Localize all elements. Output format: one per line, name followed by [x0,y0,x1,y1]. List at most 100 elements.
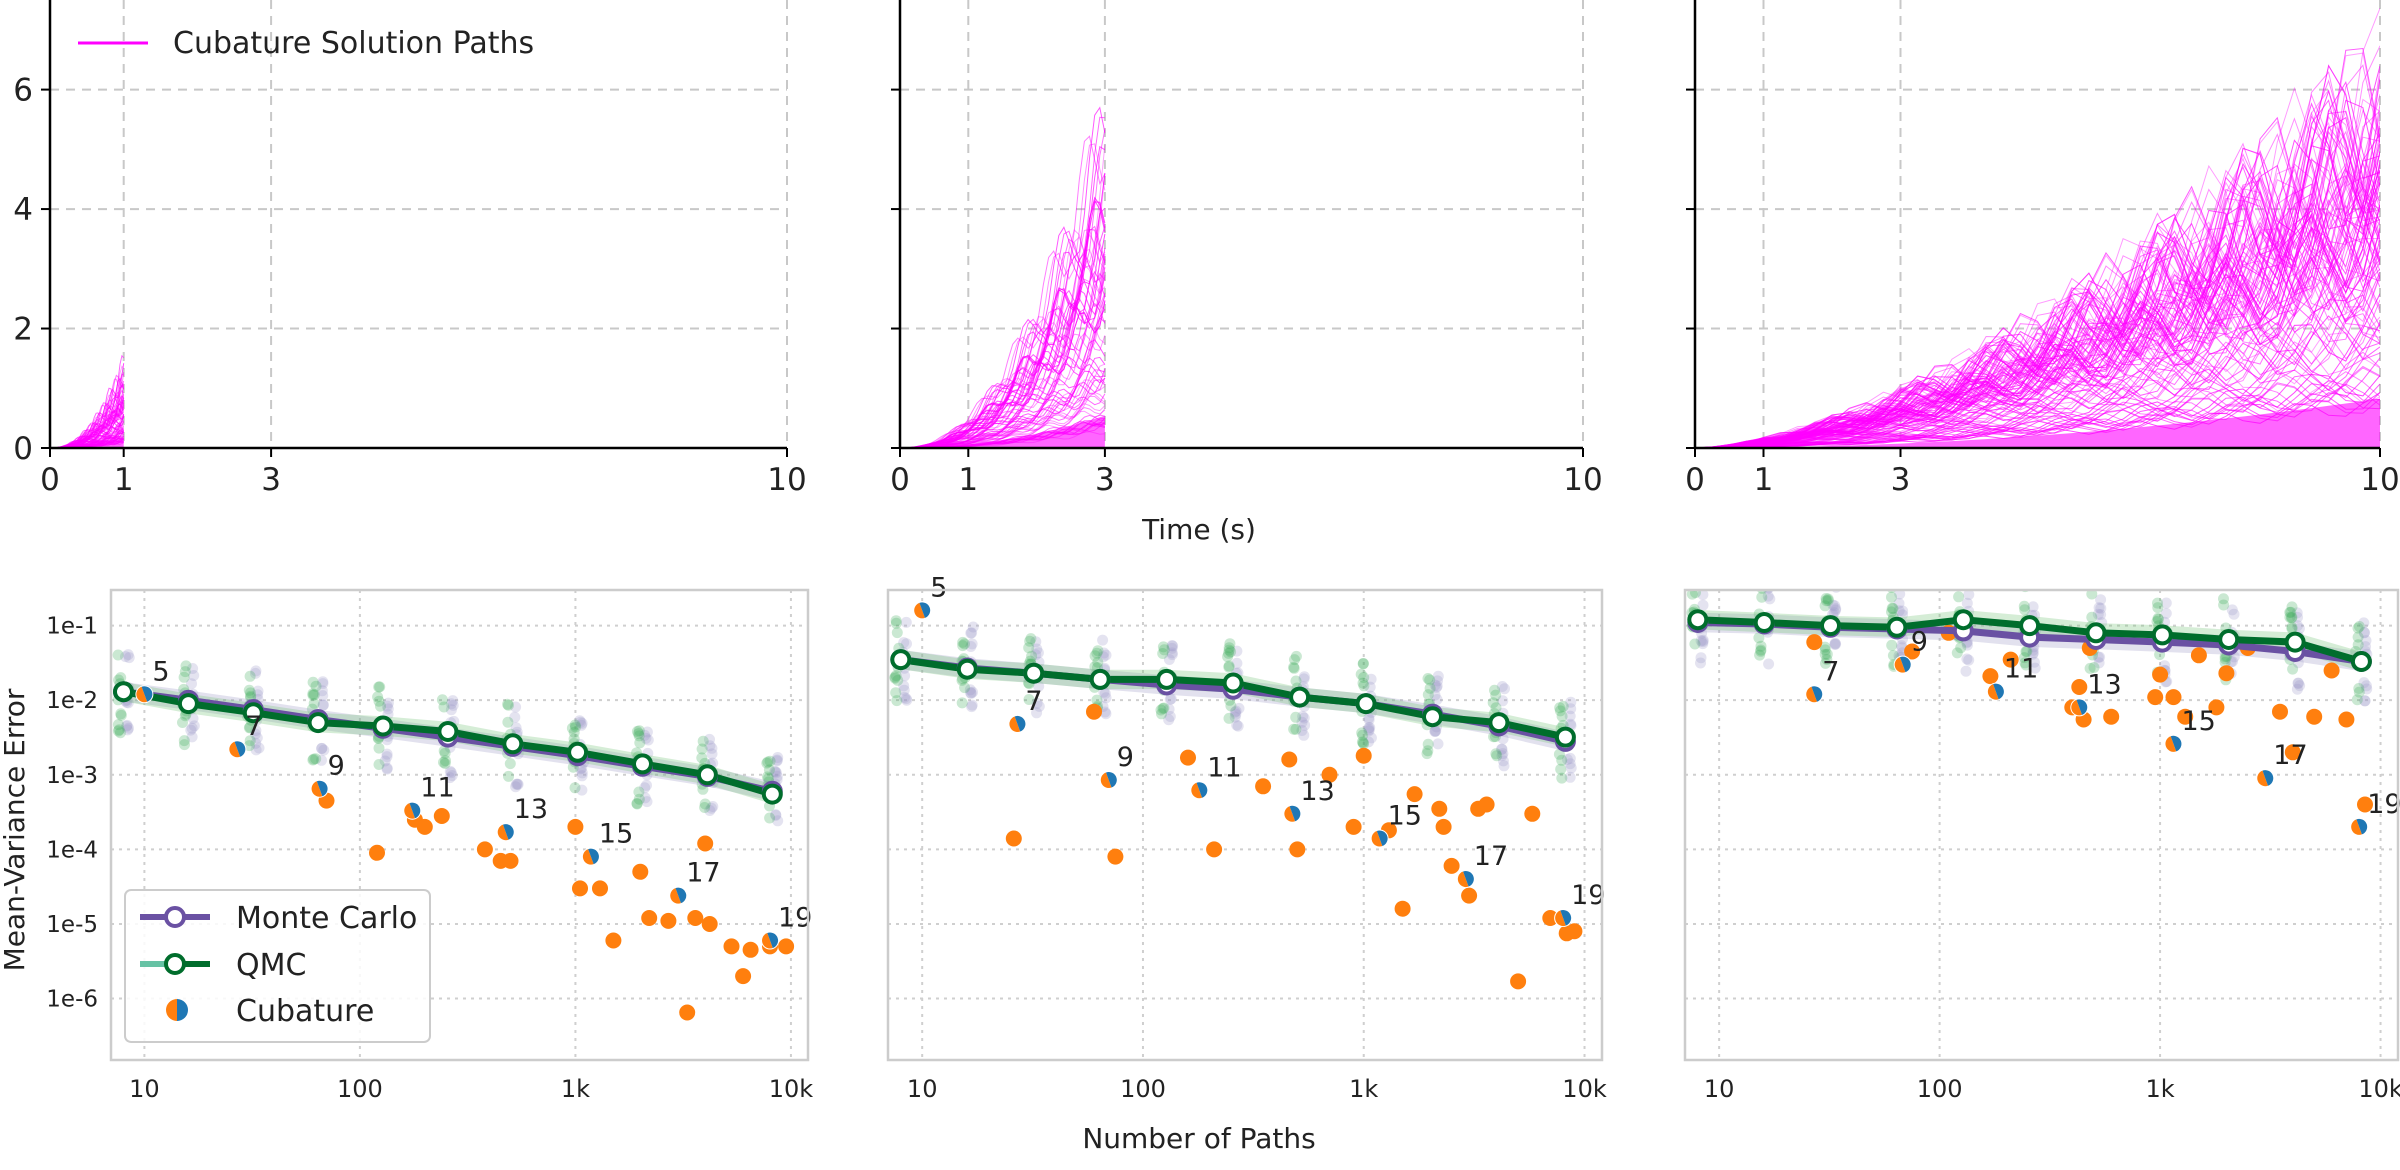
solution-path [1695,242,2380,448]
mc-run-point [898,680,910,692]
mc-run-point [1894,590,1906,600]
mc-run-point [575,716,587,728]
bottom-legend: Monte Carlo QMC Cubature [124,889,431,1043]
mc-run-point [122,724,134,736]
mc-run-point [1829,637,1841,649]
qmc-run-point [2018,652,2030,664]
mc-run-point [1496,743,1508,755]
qmc-run-point [889,672,901,684]
qmc-run-point [1556,754,1568,766]
qmc-run-point [959,682,971,694]
mc-run-point [2093,657,2105,669]
mc-run-point [1565,762,1577,774]
qmc-run-point [113,724,125,736]
qmc-run-point [569,782,581,794]
solution-path [1695,307,2380,448]
mc-run-point [1231,719,1243,731]
cubature-labelled-half-orange [2257,770,2269,787]
mc-run-point [1430,725,1442,737]
mc-run-point [381,751,393,763]
mc-run-point [1296,716,1308,728]
qmc-run-point [762,756,774,768]
mc-run-point [1099,688,1111,699]
qmc-run-point [761,771,773,783]
legend-box [124,889,431,1043]
x-tick-label: 100 [1120,1075,1166,1103]
mc-run-point [965,687,977,699]
cubature-point [605,932,622,949]
qmc-run-point [1223,644,1235,656]
solution-path [900,301,1106,448]
mc-run-point [1897,605,1909,617]
qmc-mean-marker [2151,624,2173,646]
mc-run-point [770,767,782,779]
qmc-run-point [889,671,901,683]
cubature-point [2002,651,2019,668]
qmc-run-point [372,691,384,703]
solution-path-band [50,437,124,448]
mc-run-point [1365,673,1377,685]
mc-run-point [381,700,393,712]
qmc-run-point [1288,662,1300,674]
qmc-run-point [2020,659,2032,671]
qmc-mean-marker [1753,612,1775,633]
qmc-mean-marker [177,693,199,715]
mc-run-point [381,763,393,775]
mc-run-point [1565,696,1577,708]
solution-path [900,356,1106,448]
cubature-labelled-half-orange [136,686,148,703]
qmc-run-point [1091,694,1103,706]
mc-run-point [1695,657,1706,669]
qmc-mean-marker [2218,629,2240,650]
mc-run-point [967,621,979,633]
solution-path-band [1695,398,2380,448]
cubature-labelled-half-orange [1191,782,1203,799]
qmc-run-point [1686,590,1698,600]
mc-run-point [2027,648,2039,660]
mc-run-point [1431,680,1443,692]
cubature-labelled-half-orange [1009,716,1021,732]
qmc-run-point [439,747,451,759]
qmc-run-point [631,798,643,810]
cubature-point [592,880,608,897]
qmc-run-point [1358,738,1370,750]
cubature-degree-label: 11 [420,773,454,804]
qmc-run-point [114,727,126,739]
mc-run-point [704,805,716,816]
qmc-run-point [2218,599,2230,611]
solution-path [900,225,1106,448]
qmc-run-point [1758,590,1761,591]
mc-run-point [510,722,522,734]
mc-run-point [2094,651,2106,663]
cubature-labelled-half-orange [762,932,773,949]
mc-run-point [1098,647,1110,659]
qmc-run-point [1951,647,1963,659]
cubature-point [572,880,588,897]
qmc-run-point [1422,673,1434,684]
cubature-labelled-half-orange [1555,910,1566,927]
qmc-run-point [1223,661,1235,673]
y-tick-label: 1e-4 [46,837,98,863]
solution-path [1695,89,2380,448]
qmc-run-point [1886,639,1898,651]
qmc-run-point [1491,750,1503,762]
cubature-point [701,916,718,932]
solution-paths [1695,8,2380,448]
cubature-labelled-half-orange [1806,686,1817,703]
mc-run-point [1829,638,1841,650]
axes-frame [886,588,1604,1062]
cubature-point [697,835,714,852]
mc-run-point [1033,680,1045,692]
mc-run-point [2160,607,2172,619]
qmc-run-point [2286,623,2298,635]
mc-run-point [966,699,978,711]
cubature-labelled-half-blue [919,602,931,618]
qmc-run-point [2284,611,2296,623]
qmc-run-point [307,688,319,700]
qmc-run-point [634,737,646,749]
cubature-point [2147,689,2164,706]
x-tick-label: 10k [769,1075,814,1103]
mc-run-point [899,691,910,703]
qmc-run-point [307,676,319,688]
qmc-run-point [503,699,514,711]
